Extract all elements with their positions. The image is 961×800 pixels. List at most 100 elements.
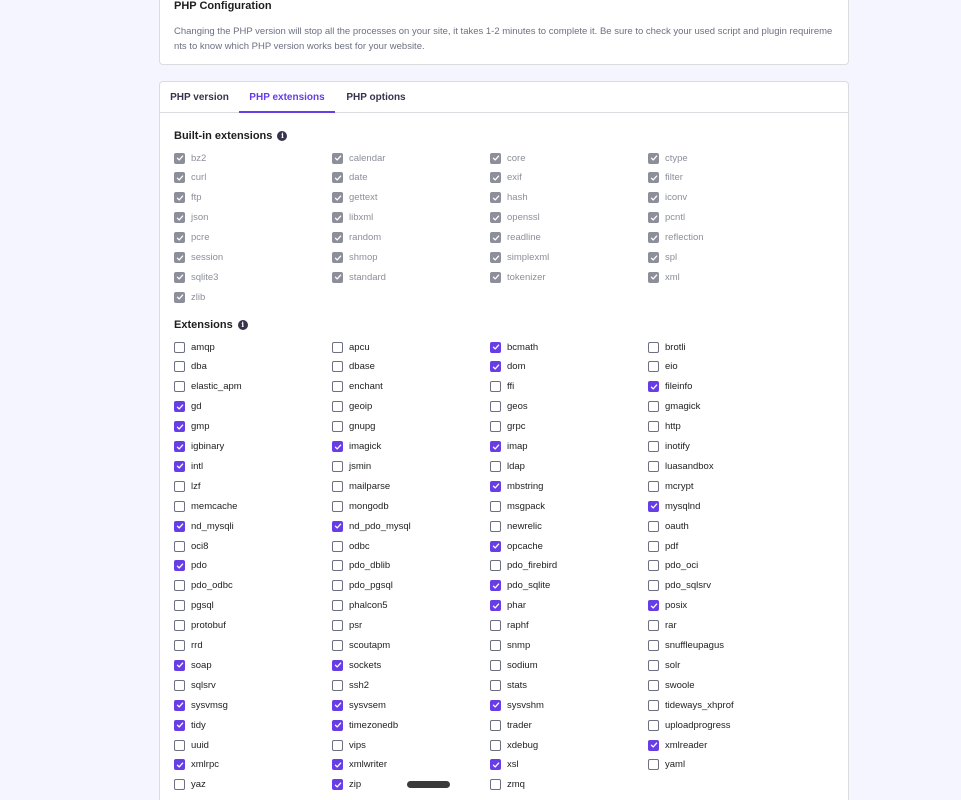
extension-item[interactable]: pgsql xyxy=(174,599,214,613)
checkbox-imap[interactable] xyxy=(490,441,501,452)
checkbox-pdo_odbc[interactable] xyxy=(174,580,185,592)
extension-item[interactable]: bcmath xyxy=(490,340,538,354)
checkbox-zip[interactable] xyxy=(332,779,343,791)
checkbox-sysvmsg[interactable] xyxy=(174,699,185,711)
extension-item[interactable]: scoutapm xyxy=(332,639,390,653)
checkbox-memcache[interactable] xyxy=(174,500,185,512)
extension-item[interactable]: gd xyxy=(174,400,202,414)
checkbox-lzf[interactable] xyxy=(174,480,185,492)
extension-item[interactable]: inotify xyxy=(648,440,690,454)
extension-item[interactable]: oci8 xyxy=(174,539,208,553)
extension-item[interactable]: xsl xyxy=(490,758,519,772)
extension-item[interactable]: geoip xyxy=(332,400,372,414)
checkbox-yaz[interactable] xyxy=(174,779,185,791)
checkbox-oauth[interactable] xyxy=(648,520,659,532)
checkbox-bcmath[interactable] xyxy=(490,341,501,353)
extension-item[interactable]: enchant xyxy=(332,380,383,394)
checkbox-grpc[interactable] xyxy=(490,421,501,433)
extension-item[interactable]: posix xyxy=(648,599,687,613)
extension-item[interactable]: opcache xyxy=(490,539,543,553)
checkbox-geos[interactable] xyxy=(490,401,501,413)
extension-item[interactable]: http xyxy=(648,420,681,434)
checkbox-phar[interactable] xyxy=(490,600,501,612)
checkbox-inotify[interactable] xyxy=(648,441,659,452)
extension-item[interactable]: imap xyxy=(490,440,528,454)
checkbox-brotli[interactable] xyxy=(648,341,659,353)
checkbox-mongodb[interactable] xyxy=(332,500,343,512)
checkbox-sqlsrv[interactable] xyxy=(174,679,185,691)
tab-php-extensions[interactable]: PHP extensions xyxy=(239,82,335,113)
checkbox-geoip[interactable] xyxy=(332,401,343,413)
checkbox-xdebug[interactable] xyxy=(490,739,501,751)
checkbox-dba[interactable] xyxy=(174,361,185,373)
extension-item[interactable]: mysqlnd xyxy=(648,499,700,513)
extension-item[interactable]: tidy xyxy=(174,718,206,732)
checkbox-pdo_dblib[interactable] xyxy=(332,560,343,572)
checkbox-luasandbox[interactable] xyxy=(648,460,659,472)
info-icon[interactable]: i xyxy=(277,131,288,141)
extension-item[interactable]: phalcon5 xyxy=(332,599,388,613)
tab-php-options[interactable]: PHP options xyxy=(346,92,406,103)
checkbox-amqp[interactable] xyxy=(174,341,185,353)
checkbox-xmlreader[interactable] xyxy=(648,739,659,751)
extension-item[interactable]: lzf xyxy=(174,479,201,493)
checkbox-sockets[interactable] xyxy=(332,659,343,671)
checkbox-snuffleupagus[interactable] xyxy=(648,640,659,651)
extension-item[interactable]: nd_pdo_mysql xyxy=(332,519,411,533)
extension-item[interactable]: brotli xyxy=(648,340,686,354)
extension-item[interactable]: uuid xyxy=(174,738,209,752)
checkbox-psr[interactable] xyxy=(332,620,343,632)
checkbox-pdo_firebird[interactable] xyxy=(490,560,501,572)
checkbox-swoole[interactable] xyxy=(648,679,659,691)
checkbox-intl[interactable] xyxy=(174,460,185,472)
extension-item[interactable]: pdo_sqlite xyxy=(490,579,550,593)
checkbox-ssh2[interactable] xyxy=(332,679,343,691)
extension-item[interactable]: mcrypt xyxy=(648,479,694,493)
checkbox-uuid[interactable] xyxy=(174,739,185,751)
extension-item[interactable]: dom xyxy=(490,360,525,374)
extension-item[interactable]: zmq xyxy=(490,778,525,792)
extension-item[interactable]: mbstring xyxy=(490,479,543,493)
checkbox-ffi[interactable] xyxy=(490,381,501,393)
extension-item[interactable]: fileinfo xyxy=(648,380,692,394)
extension-item[interactable]: msgpack xyxy=(490,499,545,513)
checkbox-sysvsem[interactable] xyxy=(332,699,343,711)
extension-item[interactable]: pdo_pgsql xyxy=(332,579,393,593)
extension-item[interactable]: ldap xyxy=(490,459,525,473)
checkbox-apcu[interactable] xyxy=(332,341,343,353)
checkbox-tidy[interactable] xyxy=(174,719,185,731)
extension-item[interactable]: uploadprogress xyxy=(648,718,731,732)
extension-item[interactable]: apcu xyxy=(332,340,370,354)
extension-item[interactable]: vips xyxy=(332,738,366,752)
checkbox-ldap[interactable] xyxy=(490,460,501,472)
extension-item[interactable]: raphf xyxy=(490,619,529,633)
extension-item[interactable]: psr xyxy=(332,619,362,633)
extension-item[interactable]: dba xyxy=(174,360,207,374)
checkbox-rar[interactable] xyxy=(648,620,659,632)
checkbox-scoutapm[interactable] xyxy=(332,640,343,651)
checkbox-protobuf[interactable] xyxy=(174,620,185,632)
checkbox-posix[interactable] xyxy=(648,600,659,612)
extension-item[interactable]: odbc xyxy=(332,539,370,553)
checkbox-elastic_apm[interactable] xyxy=(174,381,185,393)
extension-item[interactable]: pdo_firebird xyxy=(490,559,557,573)
extension-item[interactable]: snmp xyxy=(490,639,530,653)
checkbox-mailparse[interactable] xyxy=(332,480,343,492)
checkbox-mcrypt[interactable] xyxy=(648,480,659,492)
checkbox-rrd[interactable] xyxy=(174,640,185,651)
extension-item[interactable]: rrd xyxy=(174,639,203,653)
extension-item[interactable]: pdf xyxy=(648,539,678,553)
checkbox-pdo_oci[interactable] xyxy=(648,560,659,572)
checkbox-odbc[interactable] xyxy=(332,540,343,552)
extension-item[interactable]: eio xyxy=(648,360,678,374)
checkbox-xmlwriter[interactable] xyxy=(332,759,343,771)
tab-php-version[interactable]: PHP version xyxy=(170,92,229,103)
extension-item[interactable]: igbinary xyxy=(174,440,224,454)
extension-item[interactable]: jsmin xyxy=(332,459,371,473)
checkbox-phalcon5[interactable] xyxy=(332,600,343,612)
extension-item[interactable]: trader xyxy=(490,718,532,732)
extension-item[interactable]: xdebug xyxy=(490,738,538,752)
checkbox-opcache[interactable] xyxy=(490,540,501,552)
checkbox-jsmin[interactable] xyxy=(332,460,343,472)
checkbox-eio[interactable] xyxy=(648,361,659,373)
